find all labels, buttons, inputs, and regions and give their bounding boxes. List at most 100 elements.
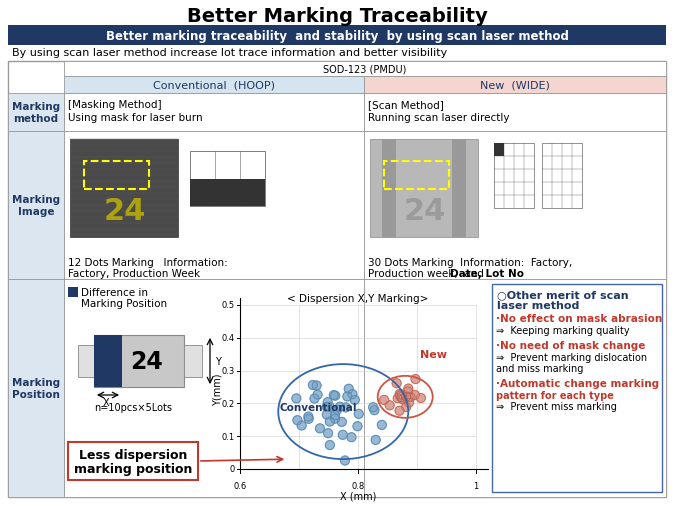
Circle shape xyxy=(404,384,413,393)
Circle shape xyxy=(355,410,363,419)
Circle shape xyxy=(340,456,350,465)
Text: 30 Dots Marking  Information:  Factory,: 30 Dots Marking Information: Factory, xyxy=(368,258,572,268)
Circle shape xyxy=(393,394,402,403)
Text: 1: 1 xyxy=(473,481,479,490)
Text: 0.4: 0.4 xyxy=(222,334,235,342)
Circle shape xyxy=(292,394,301,403)
Text: Marking
method: Marking method xyxy=(12,102,60,124)
Circle shape xyxy=(331,391,340,400)
Circle shape xyxy=(402,392,410,401)
Text: New: New xyxy=(420,349,447,360)
Text: New  (WIDE): New (WIDE) xyxy=(480,80,550,90)
Text: ○Other merit of scan: ○Other merit of scan xyxy=(497,289,629,299)
Circle shape xyxy=(324,398,332,407)
Bar xyxy=(452,140,466,237)
Text: Date, Lot No: Date, Lot No xyxy=(450,269,524,278)
Circle shape xyxy=(369,403,377,412)
Circle shape xyxy=(343,392,352,401)
Circle shape xyxy=(404,393,413,402)
Circle shape xyxy=(392,379,401,388)
Circle shape xyxy=(341,403,350,412)
Circle shape xyxy=(315,424,324,433)
Circle shape xyxy=(297,421,306,430)
Circle shape xyxy=(395,390,404,398)
Text: Factory, Production Week: Factory, Production Week xyxy=(68,269,200,278)
Circle shape xyxy=(338,430,347,439)
Text: [Masking Method]: [Masking Method] xyxy=(68,100,162,110)
Text: Y: Y xyxy=(215,357,221,366)
Circle shape xyxy=(322,410,332,419)
Circle shape xyxy=(309,381,317,390)
Text: pattern for each type: pattern for each type xyxy=(496,390,614,400)
Circle shape xyxy=(326,403,334,412)
Text: Running scan laser directly: Running scan laser directly xyxy=(368,113,510,123)
Text: By using scan laser method increase lot trace information and better visibility: By using scan laser method increase lot … xyxy=(12,48,448,58)
Bar xyxy=(94,335,122,387)
Text: laser method: laser method xyxy=(497,300,580,311)
Bar xyxy=(8,62,666,497)
Circle shape xyxy=(337,418,346,427)
Circle shape xyxy=(385,401,394,410)
Circle shape xyxy=(330,414,340,423)
Circle shape xyxy=(322,402,332,412)
Circle shape xyxy=(395,407,404,416)
Circle shape xyxy=(411,375,420,384)
Text: [Scan Method]: [Scan Method] xyxy=(368,100,444,110)
Circle shape xyxy=(336,402,344,412)
Text: 24: 24 xyxy=(131,349,163,373)
Bar xyxy=(8,94,64,132)
Text: n=10pcs×5Lots: n=10pcs×5Lots xyxy=(94,402,172,412)
Text: ⇒  Prevent miss marking: ⇒ Prevent miss marking xyxy=(496,401,617,411)
Text: Conventional: Conventional xyxy=(280,402,357,412)
Bar xyxy=(370,140,478,237)
Text: 0.6: 0.6 xyxy=(233,481,247,490)
Bar xyxy=(542,144,582,209)
Text: Better Marking Traceability: Better Marking Traceability xyxy=(187,7,487,25)
Circle shape xyxy=(370,406,379,415)
Circle shape xyxy=(293,416,302,425)
Circle shape xyxy=(348,390,357,399)
Circle shape xyxy=(347,433,356,442)
Text: 24: 24 xyxy=(104,197,146,226)
Text: X: X xyxy=(102,397,109,407)
Text: 0.5: 0.5 xyxy=(222,301,235,310)
Circle shape xyxy=(398,394,406,403)
Circle shape xyxy=(410,391,419,399)
Bar xyxy=(64,132,364,279)
Bar xyxy=(492,284,662,492)
Circle shape xyxy=(406,393,415,402)
Bar xyxy=(384,162,449,189)
Bar xyxy=(94,335,184,387)
Text: ·Automatic change marking: ·Automatic change marking xyxy=(496,378,659,388)
Circle shape xyxy=(326,417,334,426)
Text: ·No need of mask change: ·No need of mask change xyxy=(496,340,646,350)
Circle shape xyxy=(404,387,412,396)
Bar xyxy=(190,179,265,207)
Circle shape xyxy=(404,398,413,408)
Circle shape xyxy=(371,435,380,444)
Text: Production week,  and: Production week, and xyxy=(368,269,487,278)
Circle shape xyxy=(397,390,406,399)
Text: 0.1: 0.1 xyxy=(222,432,235,441)
Circle shape xyxy=(417,394,425,402)
Circle shape xyxy=(310,394,319,403)
Bar xyxy=(8,132,64,279)
Circle shape xyxy=(330,391,338,400)
Text: 0: 0 xyxy=(230,465,235,474)
Bar xyxy=(78,345,96,377)
Circle shape xyxy=(304,412,313,421)
Bar xyxy=(64,94,364,132)
Bar xyxy=(84,162,149,189)
Text: and miss marking: and miss marking xyxy=(496,363,584,373)
Circle shape xyxy=(396,393,406,402)
Text: ·No effect on mask abrasion: ·No effect on mask abrasion xyxy=(496,314,663,323)
Circle shape xyxy=(377,421,386,430)
Bar xyxy=(70,140,178,237)
Bar xyxy=(68,287,78,297)
Text: SOD-123 (PMDU): SOD-123 (PMDU) xyxy=(324,64,406,74)
Circle shape xyxy=(330,411,340,420)
Text: Difference in: Difference in xyxy=(81,287,148,297)
Bar xyxy=(494,144,534,209)
Bar xyxy=(64,77,364,94)
Circle shape xyxy=(326,441,334,449)
